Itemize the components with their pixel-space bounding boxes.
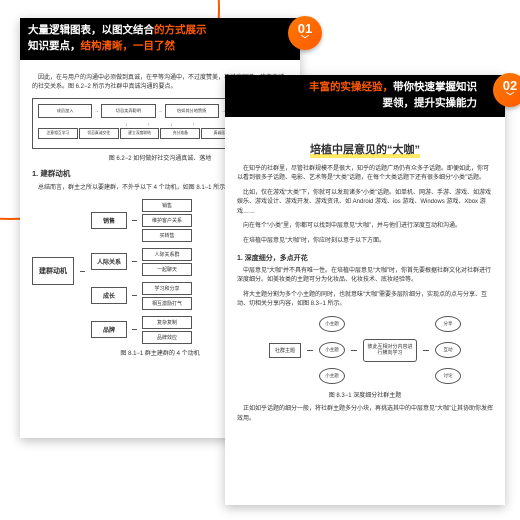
badge-02-num: 02 — [503, 79, 517, 92]
tree-root: 建群动机 — [32, 257, 74, 285]
arrow-icon: → — [93, 108, 100, 114]
net-node: 小主题 — [319, 368, 345, 384]
badge-01: 01﹀ — [288, 16, 322, 50]
leaf: 复杂复制 — [142, 316, 192, 329]
net-node: 分享 — [435, 316, 461, 332]
flow-node: 充分准备 — [160, 128, 200, 139]
leaf-group: 学习和分享相互激励打气 — [142, 282, 192, 310]
page-2: 丰富的实操经验，带你快速掌握知识 要领，提升实操能力 02﹀ 培植中层意见的“大… — [225, 75, 505, 505]
net-node: 讨论 — [435, 368, 461, 384]
net-center: 彼此互相对分内容进行横向学习 — [363, 339, 417, 362]
page2-body: 培植中层意见的“大咖” 在知乎的社群里，尽管社群规模不是很大，知乎的话题广场仍有… — [225, 125, 505, 440]
flow-node: 建立深度联结 — [120, 128, 160, 139]
net-node: 互动 — [435, 342, 461, 358]
p2-p3: 向在每个“小类”里，你都可以找到中层意见“大咖”，并与他们进行深度互动和沟通。 — [237, 222, 493, 232]
net-connector — [351, 350, 357, 351]
b1-l1a: 大量逻辑图表，以图文结合 — [28, 24, 154, 36]
leaf-group: 复杂复制品牌效应 — [142, 316, 192, 344]
leaf: 销售 — [142, 199, 192, 212]
tree-connector — [132, 329, 137, 330]
flow-node: 成员加入 — [38, 104, 92, 118]
net-node: 小主题 — [319, 316, 345, 332]
tree-connector — [132, 295, 137, 296]
branch-label: 人际关系 — [91, 253, 127, 270]
b1-l2b: 结构清晰，一目了然 — [81, 40, 176, 52]
badge-01-num: 01 — [298, 22, 312, 35]
b1-l2a: 知识要点， — [28, 40, 81, 52]
arrow-icon: → — [157, 108, 164, 114]
net-connector — [307, 350, 313, 351]
net-node: 小主题 — [319, 342, 345, 358]
chevron-down-icon: ﹀ — [301, 36, 309, 44]
leaf: 买转售 — [142, 229, 192, 242]
network-diagram: 社群主题 小主题 小主题 小主题 彼此互相对分内容进行横向学习 分享 互动 讨论 — [237, 316, 493, 384]
tree-connector — [132, 261, 137, 262]
sub1: 1. 深度细分，多点开花 — [237, 253, 493, 263]
net-mid-col: 小主题 小主题 小主题 — [319, 316, 345, 384]
branch-label: 销售 — [91, 212, 127, 229]
p2-p4: 在培植中层意见“大咖”时，你应时刻以意于以下方面。 — [237, 237, 493, 247]
flow-node: 恰如其分地赞扬 — [165, 104, 219, 118]
p2-title: 培植中层意见的“大咖” — [310, 141, 420, 157]
tree-connector — [132, 220, 137, 221]
p2-p7: 正如如乎话题的细分一般，将社群主题多分小块，再挑选其中的中层意见“大咖”让其协助… — [237, 405, 493, 424]
flow-node: 注意相互学习 — [38, 128, 78, 139]
net-right-col: 分享 互动 讨论 — [435, 316, 461, 384]
leaf: 人际关系群 — [142, 248, 192, 261]
b2-l2: 要领，提升实操能力 — [383, 97, 478, 109]
leaf: 维护客户关系 — [142, 214, 192, 227]
net-left: 社群主题 — [269, 343, 301, 358]
flow-node: 切忌真诚交往 — [79, 128, 119, 139]
leaf: 一起聊天 — [142, 263, 192, 276]
banner-2: 丰富的实操经验，带你快速掌握知识 要领，提升实操能力 02﹀ — [225, 75, 505, 117]
leaf: 品牌效应 — [142, 331, 192, 344]
branch-label: 品牌 — [91, 321, 127, 338]
p2-p2: 比如，仅在游戏“大类”下，你就可以发现诸多“小类”话题。如单机、网游、手游、游戏… — [237, 189, 493, 218]
leaf: 学习和分享 — [142, 282, 192, 295]
leaf-group: 人际关系群一起聊天 — [142, 248, 192, 276]
p2-p6: 将大主题分割为多个小主题的同时，也就意味“大咖”需要多层阶细分，实现点的点与分享… — [237, 291, 493, 310]
leaf-group: 销售维护客户关系买转售 — [142, 199, 192, 242]
leaf: 相互激励打气 — [142, 297, 192, 310]
chevron-down-icon: ﹀ — [506, 93, 514, 101]
net-connector — [423, 350, 429, 351]
branch-label: 成长 — [91, 287, 127, 304]
b2-l1b: 带你快速掌握知识 — [393, 81, 477, 93]
p2-p5: 中层意见“大咖”并不具有唯一性。在培植中层意见“大咖”时，你首先要根据社群文化对… — [237, 267, 493, 286]
tree-connector — [80, 271, 85, 272]
p2-cap: 图 8.3−1 深度细分社群主题 — [237, 390, 493, 399]
banner-1: 大量逻辑图表，以图文结合的方式展示 知识要点，结构清晰，一目了然 01﹀ — [20, 18, 300, 60]
p2-p1: 在知乎的社群里，尽管社群规模不是很大，知乎的话题广场仍有众多子话题。即便如此，你… — [237, 165, 493, 184]
b2-l1a: 丰富的实操经验， — [309, 81, 393, 93]
flow-node: 切忌卖弄聪明 — [101, 104, 155, 118]
b1-l1b: 的方式展示 — [154, 24, 207, 36]
badge-02: 02﹀ — [493, 73, 520, 107]
